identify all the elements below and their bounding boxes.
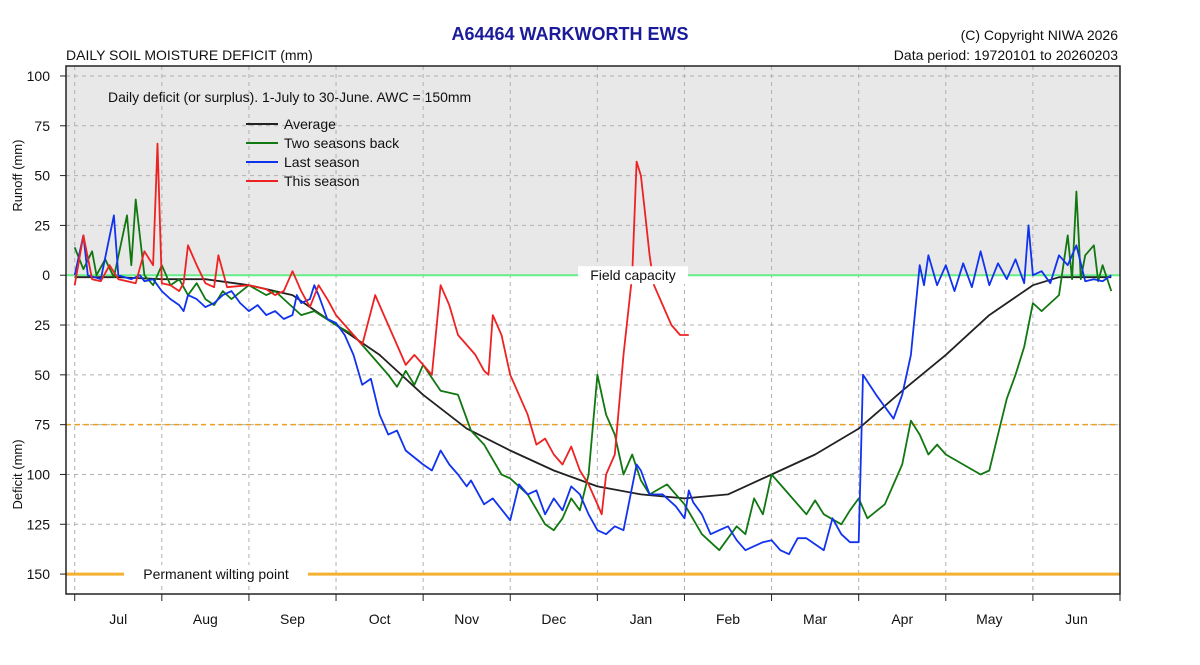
plot-area: Field capacity Permanent wilting point Dai… bbox=[10, 65, 1121, 627]
y-axis-label-runoff: Runoff (mm) bbox=[10, 140, 25, 212]
chart-title: DAILY SOIL MOISTURE DEFICIT (mm) bbox=[66, 47, 313, 63]
series-line bbox=[73, 214, 1112, 556]
x-tick-label: Apr bbox=[891, 611, 913, 627]
y-tick-label: 75 bbox=[34, 417, 50, 433]
y-tick-label: 100 bbox=[27, 466, 51, 482]
plot-frame bbox=[65, 65, 1121, 595]
y-tick-label: 100 bbox=[27, 68, 51, 84]
x-tick-label: Oct bbox=[369, 611, 391, 627]
field-capacity-label-bg bbox=[578, 266, 688, 285]
legend-label: Two seasons back bbox=[284, 135, 400, 151]
series-line bbox=[73, 142, 689, 516]
legend-label: Average bbox=[284, 116, 336, 132]
x-tick-label: Mar bbox=[803, 611, 827, 627]
runoff-zone bbox=[66, 66, 1120, 276]
x-tick-label: Jan bbox=[630, 611, 653, 627]
legend-label: Last season bbox=[284, 154, 360, 170]
y-tick-label: 75 bbox=[34, 118, 50, 134]
y-tick-label: 25 bbox=[34, 317, 50, 333]
wilting-point-label-bg bbox=[124, 565, 308, 584]
x-tick-label: Feb bbox=[716, 611, 740, 627]
y-tick-label: 25 bbox=[34, 217, 50, 233]
y-tick-label: 150 bbox=[27, 566, 51, 582]
series-line bbox=[74, 276, 1112, 500]
x-tick-label: Jun bbox=[1065, 611, 1088, 627]
field-capacity-label: Field capacity bbox=[590, 267, 676, 283]
series-line bbox=[73, 190, 1113, 552]
y-tick-label: 50 bbox=[34, 367, 50, 383]
y-tick-label: 50 bbox=[34, 168, 50, 184]
legend-label: This season bbox=[284, 173, 359, 189]
copyright-text: (C) Copyright NIWA 2026 bbox=[961, 27, 1119, 43]
x-tick-label: Nov bbox=[454, 611, 479, 627]
y-tick-label: 0 bbox=[42, 267, 50, 283]
wilting-point-label: Permanent wilting point bbox=[143, 566, 289, 582]
y-tick-label: 125 bbox=[27, 516, 51, 532]
data-period-text: Data period: 19720101 to 20260203 bbox=[894, 47, 1118, 63]
x-tick-label: Dec bbox=[541, 611, 566, 627]
station-title: A64464 WARKWORTH EWS bbox=[451, 24, 688, 44]
x-tick-label: May bbox=[976, 611, 1002, 627]
chart-subtitle: Daily deficit (or surplus). 1-July to 30… bbox=[108, 89, 471, 105]
x-tick-label: Sep bbox=[280, 611, 305, 627]
x-tick-label: Aug bbox=[193, 611, 218, 627]
x-tick-label: Jul bbox=[109, 611, 127, 627]
y-axis-label-deficit: Deficit (mm) bbox=[10, 439, 25, 509]
